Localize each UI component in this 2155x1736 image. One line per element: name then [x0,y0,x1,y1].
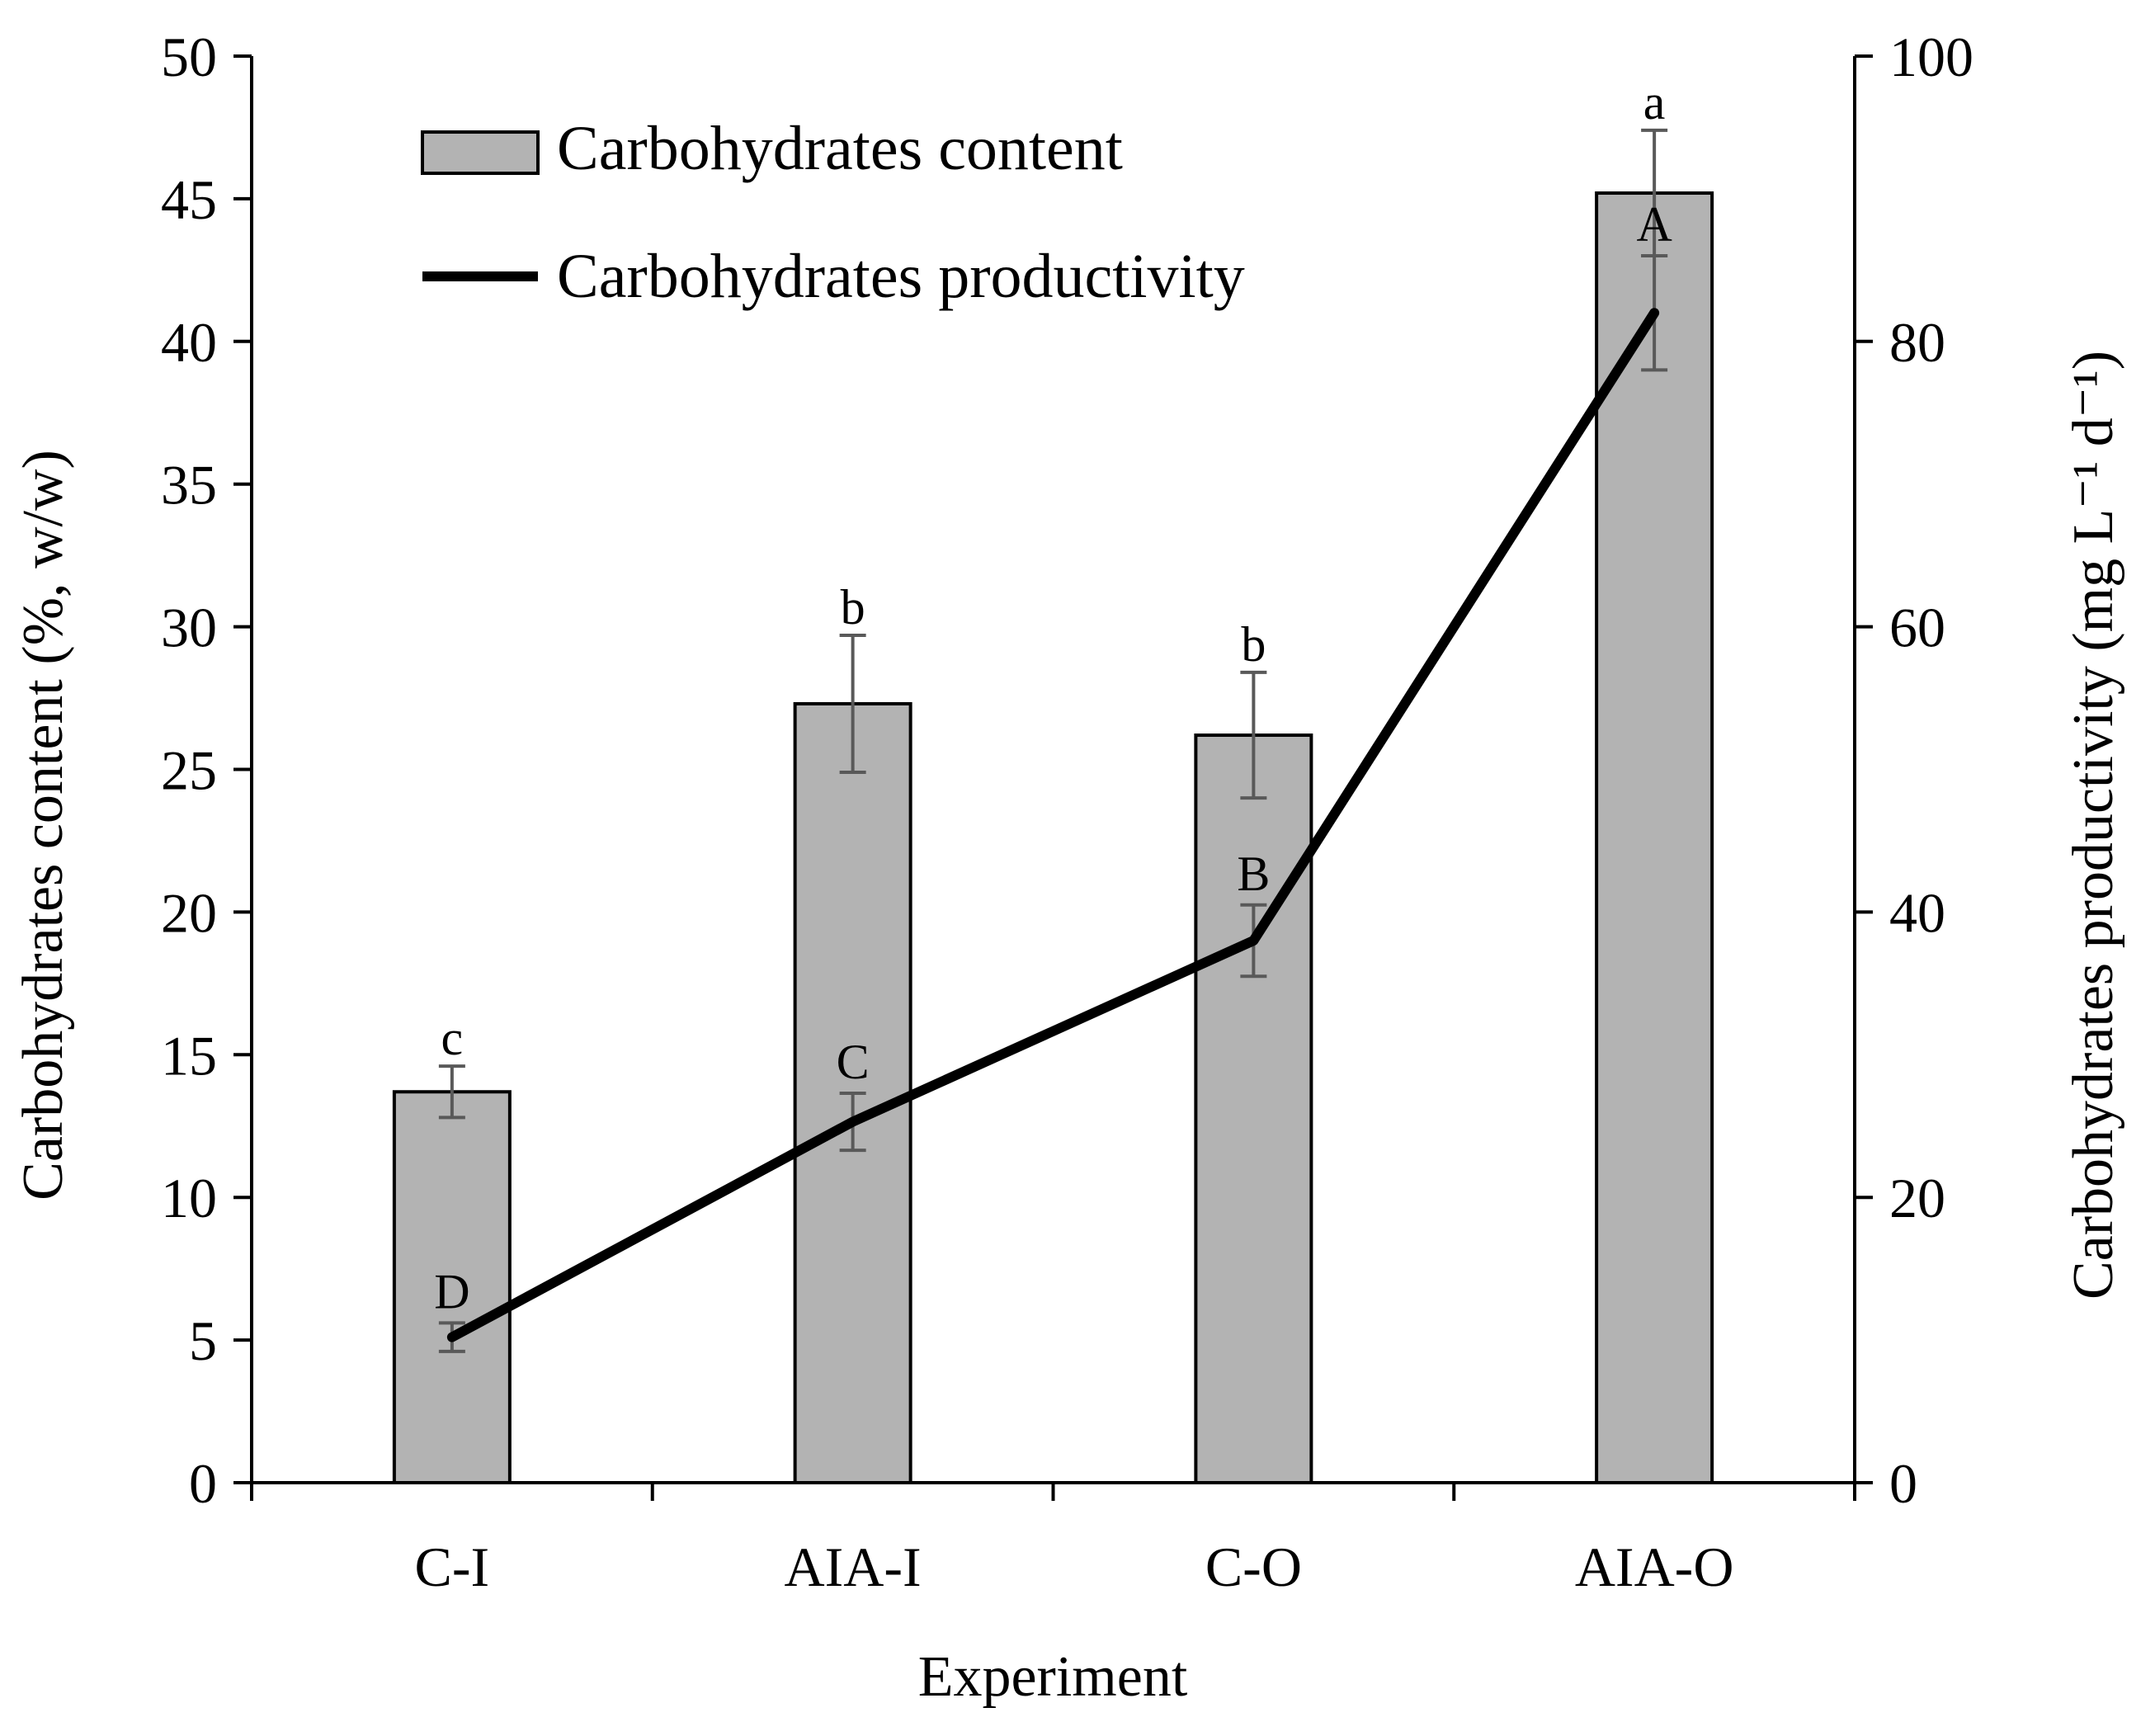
line-sig-label-C-O: B [1237,847,1270,901]
x-tick-label-AIA-I: AIA-I [785,1536,922,1598]
y-tick-label: 30 [161,597,217,659]
productivity-line [446,308,1660,1342]
legend-label-content: Carbohydrates content [557,114,1123,183]
line-sig-label-AIA-I: C [837,1035,870,1089]
axes: 0 5 10 15 20 25 30 35 40 45 50 0 20 40 60 80 100 C-I AIA-I… [161,26,1973,1598]
bar-sig-label-AIA-I: b [841,580,865,634]
y-tick-label: 5 [189,1309,217,1372]
y2-tick-label: 100 [1889,26,1973,88]
bars: c b b a [392,75,1714,1485]
legend-swatch-bar [421,130,540,175]
y-tick-label: 40 [161,311,217,374]
bar-sig-label-AIA-O: a [1643,75,1666,130]
y-axis-title: Carbohydrates content (%, w/w) [12,450,75,1201]
x-tick-label-C-I: C-I [415,1536,490,1598]
y-tick-label: 35 [161,454,217,517]
y2-tick-label: 60 [1889,597,1945,659]
line-sig-label-AIA-O: A [1636,197,1672,252]
x-tick-label-AIA-O: AIA-O [1575,1536,1734,1598]
y-tick-label: 25 [161,739,217,802]
productivity-line-group: D C B A [434,197,1672,1353]
y2-tick-label: 40 [1889,881,1945,944]
y2-tick-label: 80 [1889,311,1945,374]
line-sig-label-C-I: D [434,1264,469,1319]
x-axis-title: Experiment [918,1645,1188,1709]
bar-sig-label-C-O: b [1241,617,1266,672]
y2-tick-label: 20 [1889,1167,1945,1229]
legend: Carbohydrates content Carbohydrates prod… [421,114,1245,311]
y-tick-label: 45 [161,168,217,231]
y-tick-label: 20 [161,881,217,944]
y-tick-label: 50 [161,26,217,88]
bar-sig-label-C-I: c [441,1011,464,1065]
bar-C-I [392,1090,512,1485]
x-tick-label-C-O: C-O [1205,1536,1302,1598]
legend-label-productivity: Carbohydrates productivity [557,242,1245,311]
y2-tick-label: 0 [1889,1452,1917,1515]
bar-AIA-O [1595,191,1714,1484]
y-tick-label: 0 [189,1452,217,1515]
y-tick-label: 10 [161,1167,217,1229]
y2-axis-title: Carbohydrates productivity (mg L⁻¹ d⁻¹) [2062,351,2125,1300]
y-tick-label: 15 [161,1024,217,1087]
